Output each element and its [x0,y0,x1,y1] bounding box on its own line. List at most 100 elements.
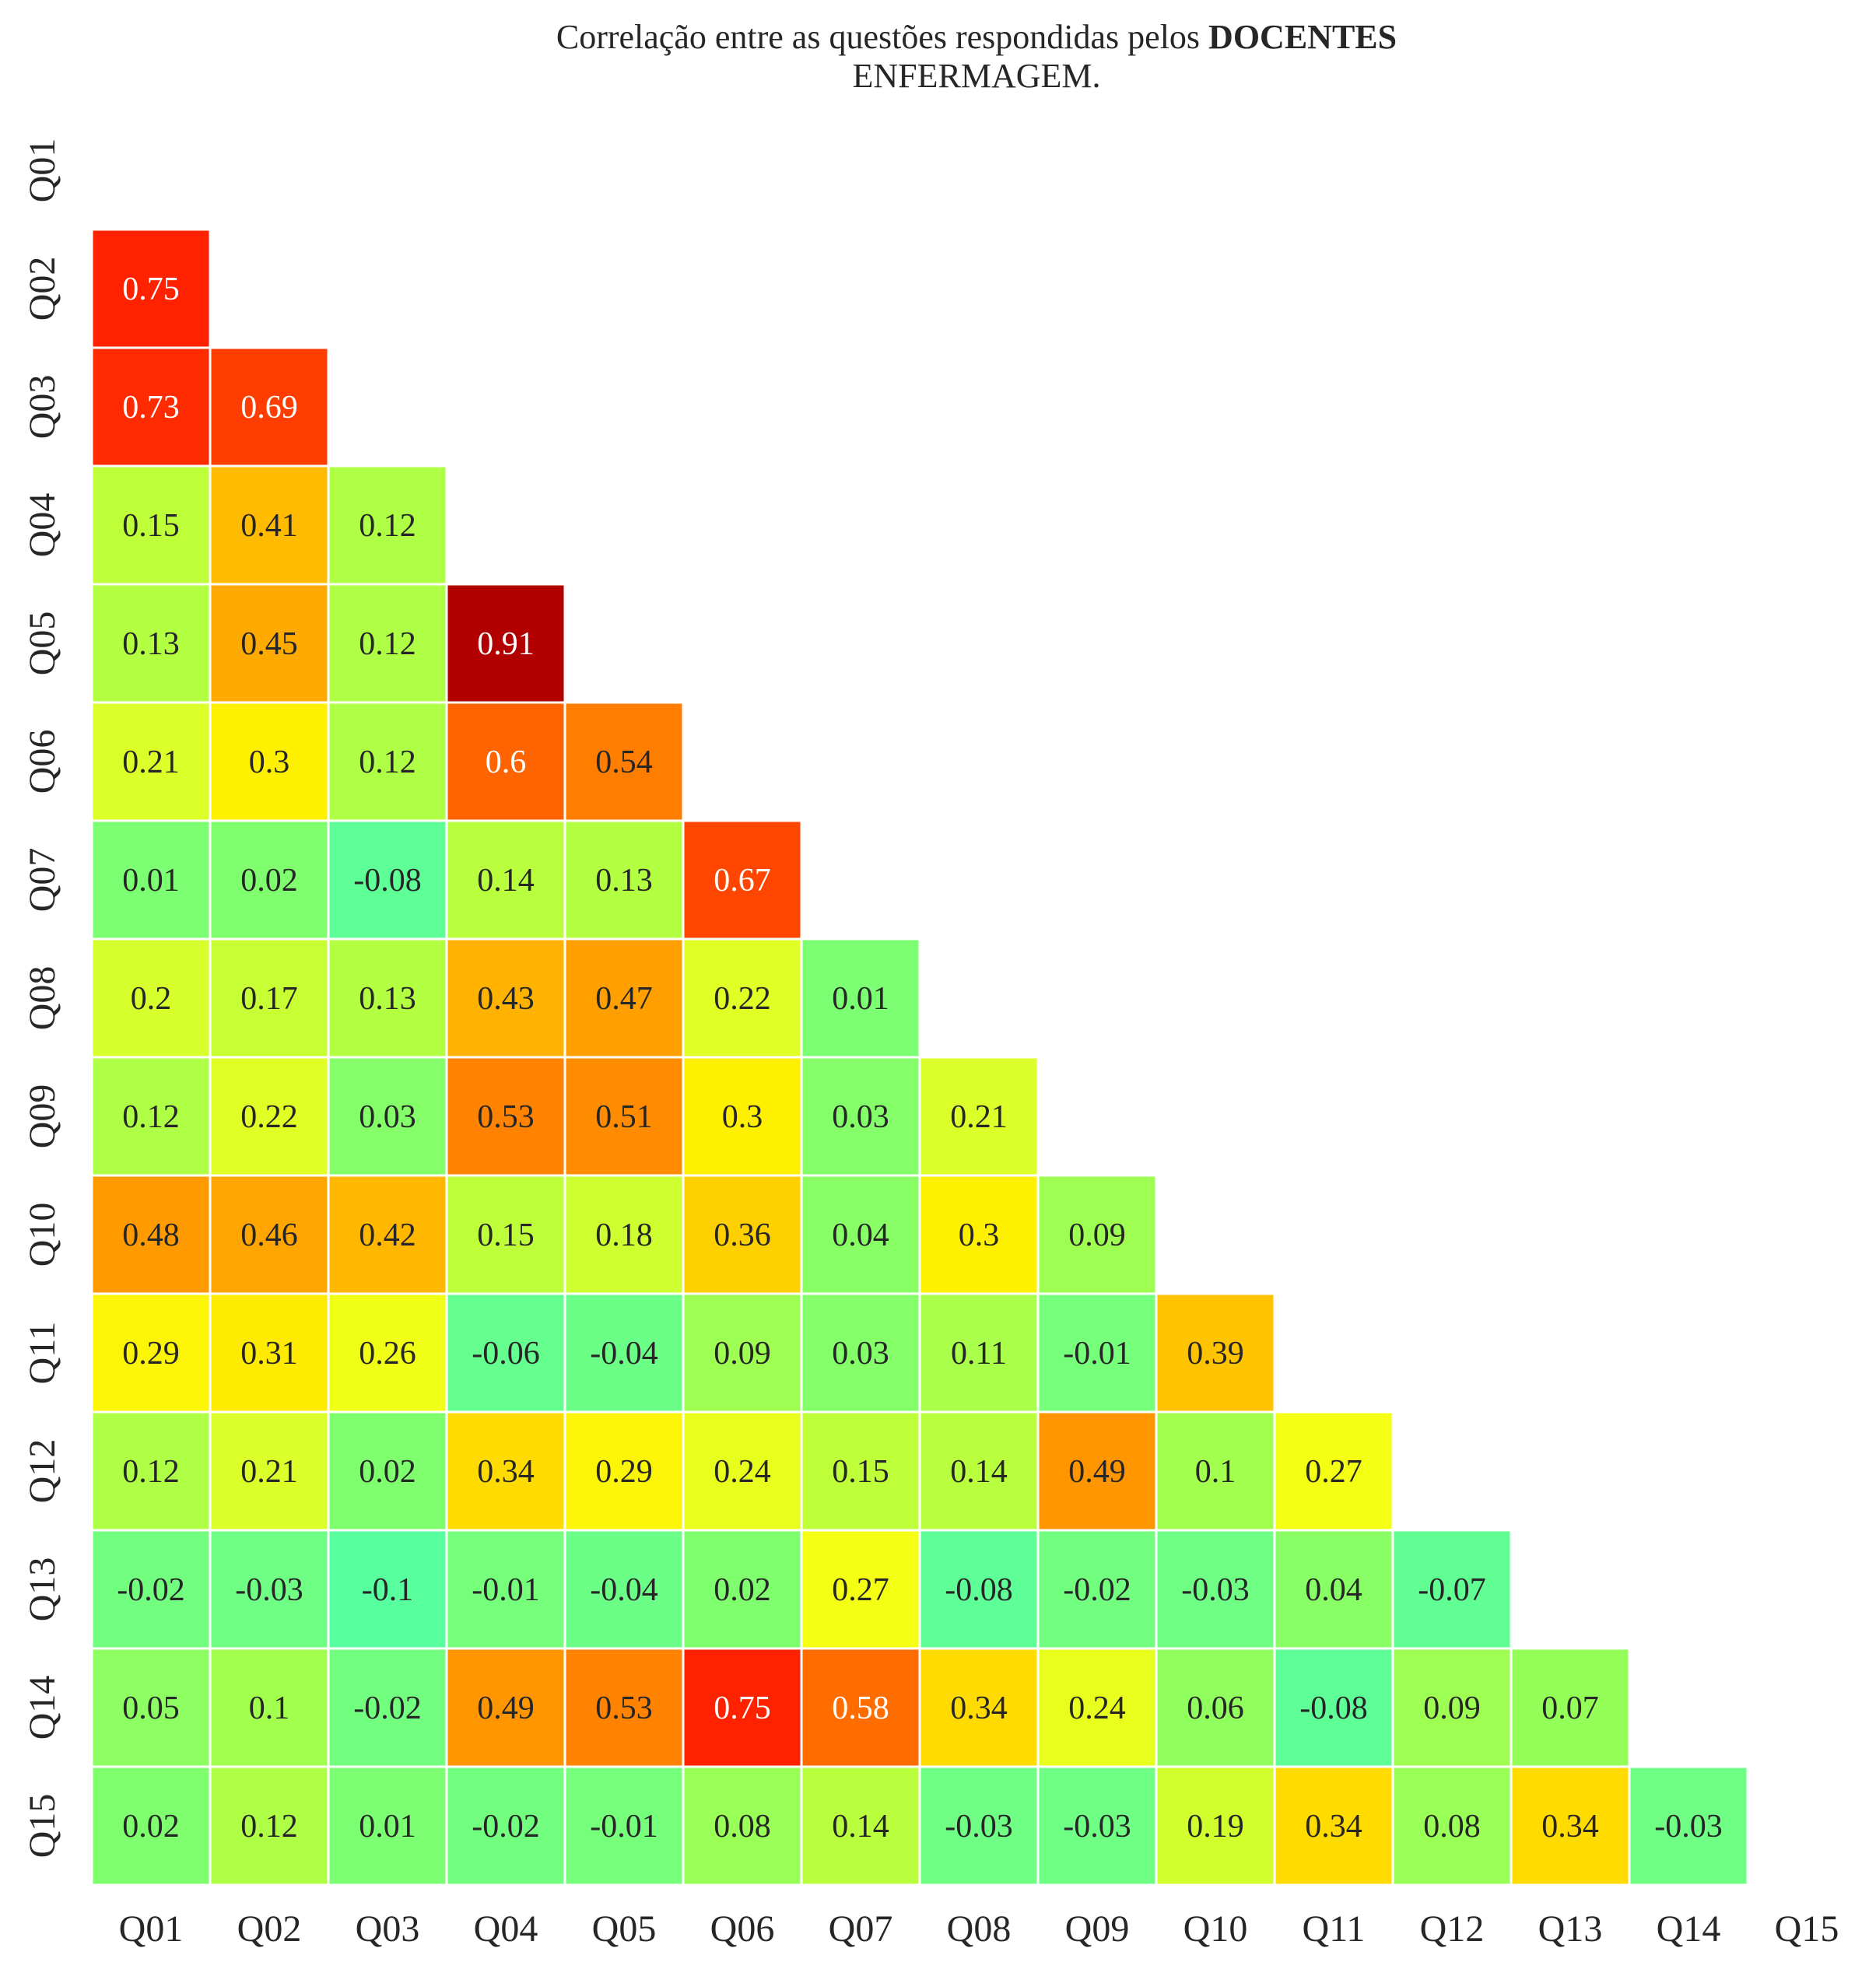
y-tick-Q10: Q10 [22,1203,63,1267]
y-tick-Q03: Q03 [22,375,63,440]
cell-Q08-Q07 [800,937,921,1059]
cell-value-Q10-Q02: 0.46 [240,1217,298,1253]
y-tick-Q07: Q07 [22,848,63,913]
heatmap-cells: 0.75 0.73 0.69 0.15 0.41 0.12 0.13 0.45 0.12 0.91… [90,228,1749,1887]
cell-value-Q14-Q03: -0.02 [353,1690,422,1726]
cell-value-Q14-Q11: -0.08 [1299,1690,1368,1726]
cell-value-Q08-Q06: 0.22 [714,981,771,1017]
cell-Q10-Q04 [445,1174,566,1295]
x-tick-Q03: Q03 [356,1908,420,1950]
cell-Q13-Q02 [209,1529,330,1650]
cell-value-Q14-Q10: 0.06 [1187,1690,1244,1726]
cell-Q07-Q01 [90,819,212,941]
cell-value-Q15-Q13: 0.34 [1541,1809,1599,1845]
cell-value-Q02-Q01: 0.75 [122,272,180,307]
cell-value-Q07-Q02: 0.02 [240,863,298,899]
cell-value-Q08-Q07: 0.01 [832,981,889,1017]
cell-value-Q10-Q05: 0.18 [595,1217,653,1253]
cell-value-Q09-Q04: 0.53 [477,1099,535,1135]
cell-value-Q07-Q04: 0.14 [477,863,535,899]
cell-Q14-Q11 [1273,1647,1394,1768]
cell-value-Q13-Q11: 0.04 [1305,1572,1362,1608]
cell-value-Q14-Q12: 0.09 [1423,1690,1481,1726]
cell-Q10-Q09 [1036,1174,1158,1295]
cell-value-Q11-Q05: -0.04 [590,1336,658,1372]
cell-Q12-Q04 [445,1410,566,1532]
cell-value-Q14-Q13: 0.07 [1541,1690,1599,1726]
x-axis-tick-labels: Q01 Q02 Q03 Q04 Q05 Q06 Q07 Q08 Q09 Q10 Q11 Q12 Q13 Q… [119,1908,1839,1950]
cell-value-Q08-Q02: 0.17 [240,981,298,1017]
cell-Q10-Q03 [327,1174,448,1295]
cell-Q12-Q06 [682,1410,803,1532]
cell-Q11-Q08 [918,1292,1040,1414]
cell-Q13-Q11 [1273,1529,1394,1650]
cell-Q15-Q13 [1510,1765,1631,1887]
cell-value-Q15-Q10: 0.19 [1187,1809,1244,1845]
cell-Q12-Q09 [1036,1410,1158,1532]
cell-Q09-Q03 [327,1056,448,1177]
cell-value-Q13-Q04: -0.01 [472,1572,540,1608]
cell-Q14-Q07 [800,1647,921,1768]
cell-value-Q05-Q04: 0.91 [477,626,535,662]
cell-value-Q08-Q03: 0.13 [359,981,416,1017]
cell-value-Q14-Q01: 0.05 [122,1690,180,1726]
cell-Q11-Q10 [1155,1292,1276,1414]
cell-Q06-Q04 [445,701,566,822]
cell-value-Q15-Q11: 0.34 [1305,1809,1362,1845]
cell-Q13-Q10 [1155,1529,1276,1650]
cell-value-Q11-Q10: 0.39 [1187,1336,1244,1372]
cell-Q11-Q03 [327,1292,448,1414]
x-tick-Q01: Q01 [119,1908,184,1950]
cell-value-Q13-Q08: -0.08 [945,1572,1013,1608]
x-tick-Q14: Q14 [1657,1908,1721,1950]
cell-value-Q09-Q06: 0.3 [722,1099,763,1135]
cell-value-Q12-Q02: 0.21 [240,1454,298,1490]
cell-value-Q13-Q10: -0.03 [1181,1572,1250,1608]
cell-Q05-Q04 [445,583,566,704]
cell-Q07-Q03 [327,819,448,941]
chart-title-line1: Correlação entre as questões respondidas… [556,18,1397,56]
cell-Q14-Q09 [1036,1647,1158,1768]
cell-Q14-Q06 [682,1647,803,1768]
cell-Q12-Q11 [1273,1410,1394,1532]
cell-Q11-Q09 [1036,1292,1158,1414]
cell-value-Q13-Q12: -0.07 [1418,1572,1486,1608]
cell-Q09-Q01 [90,1056,212,1177]
cell-Q10-Q07 [800,1174,921,1295]
x-tick-Q13: Q13 [1538,1908,1603,1950]
cell-value-Q11-Q09: -0.01 [1063,1336,1131,1372]
cell-Q11-Q01 [90,1292,212,1414]
y-tick-Q02: Q02 [22,257,63,321]
cell-value-Q10-Q08: 0.3 [959,1217,1000,1253]
cell-value-Q08-Q05: 0.47 [595,981,653,1017]
cell-Q13-Q06 [682,1529,803,1650]
cell-Q09-Q08 [918,1056,1040,1177]
cell-value-Q03-Q01: 0.73 [122,390,180,426]
cell-Q15-Q07 [800,1765,921,1887]
cell-Q14-Q04 [445,1647,566,1768]
cell-Q15-Q12 [1391,1765,1513,1887]
cell-value-Q09-Q01: 0.12 [122,1099,180,1135]
cell-Q12-Q01 [90,1410,212,1532]
cell-value-Q05-Q01: 0.13 [122,626,180,662]
chart-title-line2: ENFERMAGEM. [852,57,1100,95]
cell-value-Q07-Q05: 0.13 [595,863,653,899]
y-tick-Q12: Q12 [22,1439,63,1504]
cell-Q15-Q06 [682,1765,803,1887]
cell-value-Q12-Q05: 0.29 [595,1454,653,1490]
cell-Q13-Q07 [800,1529,921,1650]
cell-value-Q13-Q03: -0.1 [362,1572,414,1608]
cell-value-Q12-Q06: 0.24 [714,1454,771,1490]
cell-value-Q11-Q07: 0.03 [832,1336,889,1372]
cell-Q13-Q04 [445,1529,566,1650]
cell-value-Q13-Q06: 0.02 [714,1572,771,1608]
cell-Q14-Q01 [90,1647,212,1768]
cell-Q07-Q04 [445,819,566,941]
chart-title-prefix: Correlação entre as questões respondidas… [556,18,1208,56]
cell-value-Q13-Q01: -0.02 [117,1572,185,1608]
cell-Q15-Q01 [90,1765,212,1887]
cell-value-Q13-Q02: -0.03 [235,1572,303,1608]
cell-value-Q07-Q03: -0.08 [353,863,422,899]
cell-value-Q11-Q03: 0.26 [359,1336,416,1372]
